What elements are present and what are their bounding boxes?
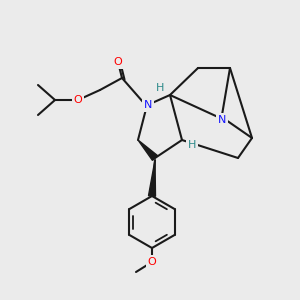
Text: H: H	[156, 83, 164, 93]
Text: N: N	[144, 100, 152, 110]
Text: O: O	[148, 257, 156, 267]
Text: H: H	[188, 140, 196, 150]
Text: N: N	[218, 115, 226, 125]
Polygon shape	[148, 160, 155, 196]
Polygon shape	[138, 140, 158, 160]
Text: O: O	[74, 95, 82, 105]
Text: O: O	[114, 57, 122, 67]
